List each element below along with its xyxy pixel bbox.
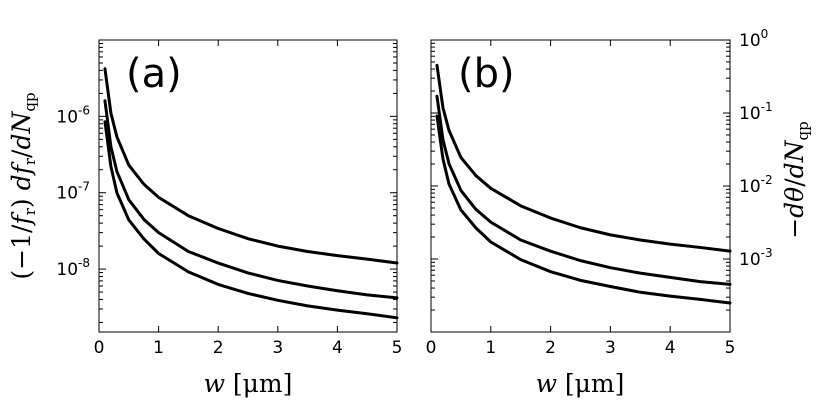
panel-a: (a) 0 1 2 3 4 5 10-6 10-7 10-8 w [μm] [56, 39, 403, 398]
series-line-a-1 [103, 67, 399, 265]
x-tick-label-b-1: 1 [485, 338, 496, 358]
x-tick-label-b-4: 4 [665, 338, 676, 358]
panel-label-b: (b) [458, 51, 515, 97]
x-tick-label-b-3: 3 [605, 338, 616, 358]
series-line-a-2 [103, 99, 399, 300]
x-tick-label-a-2: 2 [213, 338, 224, 358]
y-ticks-a: 10-6 10-7 10-8 [56, 39, 397, 323]
x-tick-label-a-3: 3 [272, 338, 283, 358]
x-ticks-a: 0 1 2 3 4 5 [94, 40, 403, 358]
y-tick-label-b-2: 10-2 [739, 173, 773, 197]
series-line-b-2 [435, 94, 732, 286]
y-tick-label-b-0: 100 [739, 27, 768, 51]
y-tick-label-a-0: 10-6 [56, 103, 90, 127]
y-axis-label-left: (−1/fr) dfr/dNqp [7, 92, 39, 279]
panel-label-a: (a) [126, 51, 182, 97]
series-line-a-3 [103, 120, 399, 320]
x-tick-label-a-0: 0 [94, 338, 105, 358]
y-axis-label-right: −dθ/dNqp [780, 121, 812, 239]
y-ticks-b: 100 10-1 10-2 10-3 [431, 27, 773, 333]
x-ticks-b: 0 1 2 3 4 5 [426, 40, 736, 358]
y-tick-label-a-2: 10-8 [56, 256, 90, 280]
curves-b [435, 63, 732, 305]
x-tick-label-a-5: 5 [392, 338, 403, 358]
panel-b: (b) 0 1 2 3 4 5 100 10-1 10-2 10-3 w [μm] [426, 27, 773, 398]
x-tick-label-a-1: 1 [153, 338, 164, 358]
y-tick-label-b-1: 10-1 [739, 100, 773, 124]
x-tick-label-b-2: 2 [545, 338, 556, 358]
x-tick-label-b-0: 0 [426, 338, 437, 358]
series-line-b-1 [435, 63, 732, 253]
y-tick-label-b-3: 10-3 [739, 246, 773, 270]
x-axis-label-a: w [μm] [204, 369, 293, 398]
series-line-b-3 [435, 114, 732, 305]
x-axis-label-b: w [μm] [536, 369, 625, 398]
curves-a [103, 67, 399, 320]
x-tick-label-b-5: 5 [725, 338, 736, 358]
plot-frame-a [98, 39, 398, 333]
y-tick-label-a-1: 10-7 [56, 180, 90, 204]
x-tick-label-a-4: 4 [332, 338, 343, 358]
